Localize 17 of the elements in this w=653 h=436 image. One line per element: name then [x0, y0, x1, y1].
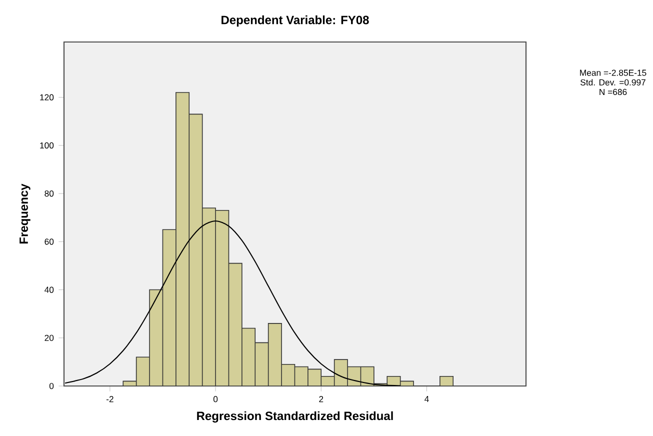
x-tick-label: 0	[213, 396, 218, 402]
x-axis-title: Regression Standardized Residual	[197, 411, 393, 423]
y-tick-label: 80	[44, 190, 54, 197]
y-tick-label: 40	[44, 286, 54, 293]
x-tick-label: 2	[319, 396, 324, 402]
text: N =686	[600, 88, 627, 96]
x-tick-label: -2	[106, 396, 114, 402]
y-axis-title: Frequency	[20, 184, 30, 244]
y-tick-label: 120	[40, 94, 54, 100]
x-tick-label: 4	[424, 396, 429, 402]
text: Std. Dev. =0.997	[580, 79, 646, 86]
chart-title: Dependent Variable: FY08	[222, 15, 369, 27]
y-tick-label: 100	[40, 142, 54, 149]
text: Mean =-2.85E-15	[580, 70, 646, 76]
y-tick-label: 0	[49, 382, 54, 390]
y-tick-label: 20	[44, 334, 54, 341]
y-tick-label: 60	[44, 238, 54, 245]
